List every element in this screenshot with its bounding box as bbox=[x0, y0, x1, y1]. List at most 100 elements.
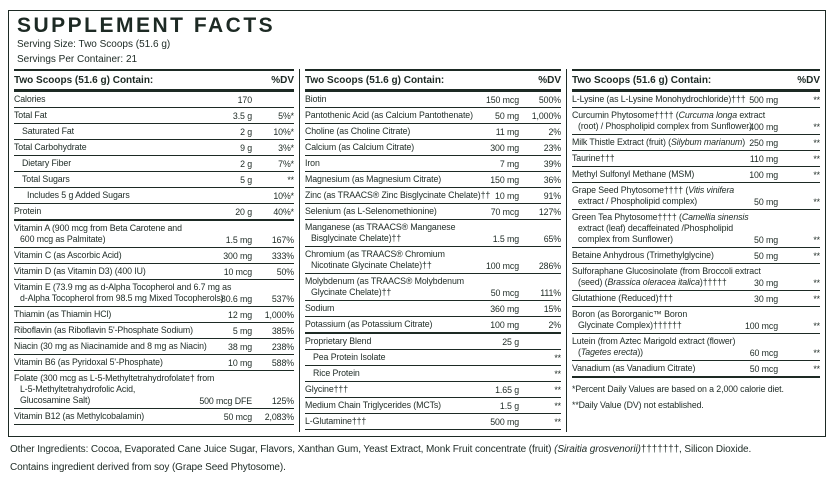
nutrient-dv: 2,083% bbox=[264, 411, 294, 422]
nutrient-amount: 1.5 g bbox=[499, 400, 519, 411]
text-segment: Sulforaphane Glucosinolate (from Broccol… bbox=[572, 265, 761, 276]
nutrient-dv: 127% bbox=[538, 206, 561, 217]
nutrient-dv: 39% bbox=[543, 159, 561, 170]
nutrient-dv: ** bbox=[554, 416, 561, 427]
nutrient-amount: 80.6 mg bbox=[220, 293, 252, 304]
nutrient-dv: 385% bbox=[271, 325, 294, 336]
label-line: Grape Seed Phytosome†††† (Vitis vinifera bbox=[572, 185, 820, 196]
nutrient-label: Thiamin (as Thiamin HCl) bbox=[14, 309, 294, 320]
text-segment: Calcium (as Calcium Citrate) bbox=[305, 142, 415, 153]
servings-per-container: Servings Per Container: 21 bbox=[17, 53, 138, 65]
text-segment: Curcumin Phytosome†††† ( bbox=[572, 110, 679, 121]
text-segment: Other Ingredients: Cocoa, Evaporated Can… bbox=[10, 444, 555, 455]
text-segment: d-Alpha Tocopherol from 98.5 mg Mixed To… bbox=[20, 292, 224, 303]
label-line: Pea Protein Isolate bbox=[305, 352, 561, 363]
text-segment: Betaine Anhydrous (Trimethylglycine) bbox=[572, 249, 714, 260]
nutrient-dv: ** bbox=[554, 352, 561, 363]
label-line: Vanadium (as Vanadium Citrate) bbox=[572, 363, 820, 374]
label-line: Niacin (30 mg as Niacinamide and 8 mg as… bbox=[14, 341, 294, 352]
nutrient-dv: 111% bbox=[540, 287, 561, 298]
nutrient-amount: 10 mcg bbox=[223, 266, 252, 277]
label-title: SUPPLEMENT FACTS bbox=[17, 14, 276, 37]
column-header-dv: %DV bbox=[271, 74, 294, 86]
column-footnote: **Daily Value (DV) not established. bbox=[572, 399, 704, 410]
nutrient-row: Total Fat 3.5 g 5%* bbox=[14, 108, 294, 125]
column-header: Two Scoops (51.6 g) Contain: %DV bbox=[572, 69, 820, 93]
label-line: Iron bbox=[305, 158, 561, 169]
label-line: Total Sugars bbox=[14, 174, 294, 185]
serving-size: Serving Size: Two Scoops (51.6 g) bbox=[17, 39, 171, 51]
label-line: Total Fat bbox=[14, 110, 294, 121]
nutrient-dv: 91% bbox=[543, 190, 561, 201]
nutrient-row: L-Lysine (as L-Lysine Monohydrochloride)… bbox=[572, 92, 820, 109]
nutrient-row: Calcium (as Calcium Citrate) 300 mg 23% bbox=[305, 140, 561, 157]
nutrient-dv: ** bbox=[813, 347, 820, 358]
nutrient-label: Selenium (as L-Selenomethionine) bbox=[305, 206, 561, 217]
nutrient-dv: 65% bbox=[543, 233, 561, 244]
nutrient-amount: 50 mcg bbox=[223, 411, 252, 422]
text-segment: Pantothenic Acid (as Calcium Pantothenat… bbox=[305, 110, 473, 121]
text-segment: Manganese (as TRAACS® Manganese bbox=[305, 221, 456, 232]
nutrient-row: Rice Protein ** bbox=[305, 366, 561, 382]
nutrient-dv: ** bbox=[554, 400, 561, 411]
text-segment: Calories bbox=[14, 94, 46, 105]
text-segment: extract (leaf) decaffeinated /Phospholip… bbox=[578, 222, 734, 233]
text-segment: Niacin (30 mg as Niacinamide and 8 mg as… bbox=[14, 340, 207, 351]
nutrient-amount: 100 mg bbox=[490, 319, 519, 330]
nutrient-amount: 12 mg bbox=[228, 309, 252, 320]
text-segment: Folate (300 mcg as L-5-Methyltetrahydrof… bbox=[14, 372, 215, 383]
nutrient-label: Molybdenum (as TRAACS® Molybdenum Glycina… bbox=[305, 276, 561, 298]
nutrient-row: Calories 170 bbox=[14, 92, 294, 109]
text-segment: L-Glutamine††† bbox=[305, 415, 367, 426]
nutrient-row: Manganese (as TRAACS® Manganese Bisglycin… bbox=[305, 220, 561, 247]
nutrient-label: Curcumin Phytosome†††† (Curcuma longa ex… bbox=[572, 110, 820, 132]
facts-column: Two Scoops (51.6 g) Contain: %DV Calories 1… bbox=[9, 69, 299, 432]
nutrient-label: Vitamin C (as Ascorbic Acid) bbox=[14, 250, 294, 261]
label-line: Glutathione (Reduced)††† bbox=[572, 293, 820, 304]
text-segment: Lutein (from Aztec Marigold extract (flo… bbox=[572, 335, 736, 346]
nutrient-label: Lutein (from Aztec Marigold extract (flo… bbox=[572, 336, 820, 358]
text-segment: Vitamin C (as Ascorbic Acid) bbox=[14, 249, 122, 260]
nutrient-label: Vitamin E (73.9 mg as d-Alpha Tocopherol… bbox=[14, 282, 294, 304]
nutrient-amount: 1.5 mg bbox=[492, 233, 519, 244]
nutrient-label: Iron bbox=[305, 158, 561, 169]
nutrient-amount: 50 mcg bbox=[490, 287, 519, 298]
text-segment: Vitamin E (73.9 mg as d-Alpha Tocopherol… bbox=[14, 281, 232, 292]
nutrient-amount: 25 g bbox=[502, 336, 519, 347]
label-header: SUPPLEMENT FACTS Serving Size: Two Scoop… bbox=[9, 11, 825, 66]
nutrient-amount: 250 mg bbox=[749, 138, 778, 149]
nutrient-amount: 110 mg bbox=[749, 154, 778, 165]
label-line: Selenium (as L-Selenomethionine) bbox=[305, 206, 561, 217]
nutrient-row: Magnesium (as Magnesium Citrate) 150 mg 36… bbox=[305, 172, 561, 188]
nutrient-row: Niacin (30 mg as Niacinamide and 8 mg as… bbox=[14, 339, 294, 355]
nutrient-label: Rice Protein bbox=[305, 368, 561, 379]
nutrient-label: Zinc (as TRAACS® Zinc Bisglycinate Chela… bbox=[305, 190, 561, 201]
nutrient-row: Vitamin E (73.9 mg as d-Alpha Tocopherol… bbox=[14, 280, 294, 307]
label-line: Potassium (as Potassium Citrate) bbox=[305, 319, 561, 330]
label-line: Vitamin D (as Vitamin D3) (400 IU) bbox=[14, 266, 294, 277]
text-segment: Magnesium (as Magnesium Citrate) bbox=[305, 174, 442, 185]
nutrient-row: Boron (as Bororganic™ Boron Glycinate Com… bbox=[572, 307, 820, 334]
nutrient-amount: 9 g bbox=[240, 143, 252, 154]
nutrient-dv: 500% bbox=[538, 95, 561, 106]
label-line: Molybdenum (as TRAACS® Molybdenum bbox=[305, 276, 561, 287]
label-line: Bisglycinate Chelate)†† bbox=[305, 233, 561, 244]
nutrient-label: Folate (300 mcg as L-5-Methyltetrahydrof… bbox=[14, 373, 294, 406]
nutrient-amount: 2 g bbox=[240, 159, 252, 170]
label-line: Choline (as Choline Citrate) bbox=[305, 126, 561, 137]
nutrient-label: Glutathione (Reduced)††† bbox=[572, 293, 820, 304]
nutrient-label: Includes 5 g Added Sugars bbox=[14, 190, 294, 201]
nutrient-amount: 11 mg bbox=[495, 127, 519, 138]
label-line: Thiamin (as Thiamin HCl) bbox=[14, 309, 294, 320]
nutrient-label: Methyl Sulfonyl Methane (MSM) bbox=[572, 169, 820, 180]
nutrient-amount: 50 mg bbox=[495, 111, 519, 122]
column-header: Two Scoops (51.6 g) Contain: %DV bbox=[14, 69, 294, 93]
text-segment: Dietary Fiber bbox=[22, 158, 72, 169]
text-segment: Proprietary Blend bbox=[305, 335, 372, 346]
species-name: Brassica oleracea italica bbox=[607, 276, 700, 287]
nutrient-dv: ** bbox=[813, 277, 820, 288]
nutrient-row: Iron 7 mg 39% bbox=[305, 156, 561, 173]
label-line: Taurine††† bbox=[572, 153, 820, 164]
text-segment: †††††††, Silicon Dioxide. bbox=[640, 444, 752, 455]
nutrient-dv: 1,000% bbox=[264, 309, 294, 320]
